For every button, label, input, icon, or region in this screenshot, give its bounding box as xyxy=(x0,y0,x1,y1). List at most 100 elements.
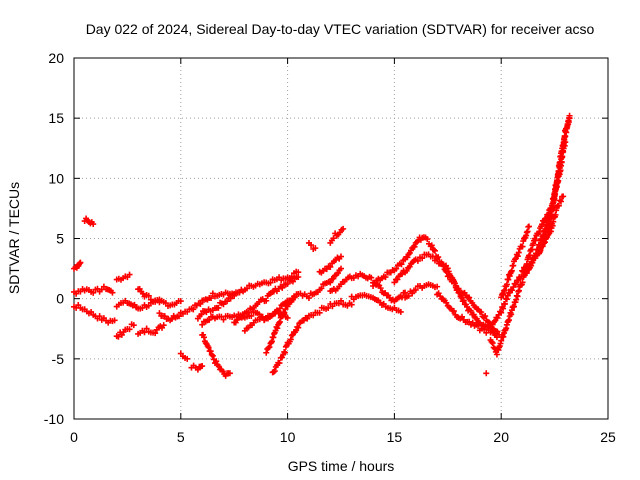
series-track-ab xyxy=(434,290,494,336)
data-point xyxy=(289,278,296,285)
data-point xyxy=(276,318,283,325)
data-point xyxy=(274,325,281,332)
y-tick-label: 0 xyxy=(56,291,64,307)
series-track-k xyxy=(177,350,191,362)
data-point xyxy=(198,311,205,318)
data-point xyxy=(176,313,183,320)
data-point xyxy=(498,309,505,316)
data-point xyxy=(199,321,206,328)
data-point xyxy=(434,256,441,263)
data-point xyxy=(501,300,508,307)
data-point xyxy=(398,261,405,268)
data-point xyxy=(224,298,231,305)
data-point xyxy=(205,344,212,351)
series-track-m xyxy=(199,331,233,379)
data-point xyxy=(215,304,222,311)
data-point xyxy=(338,253,344,260)
data-point xyxy=(279,354,286,361)
data-point xyxy=(312,245,319,252)
data-point xyxy=(281,309,288,316)
data-point xyxy=(494,314,501,321)
data-point xyxy=(291,293,298,300)
data-point xyxy=(545,229,552,236)
x-tick-label: 20 xyxy=(493,429,509,445)
series-track-h xyxy=(135,285,163,306)
data-point xyxy=(394,276,401,283)
series-track-f xyxy=(113,296,184,312)
data-point xyxy=(556,197,563,204)
data-point xyxy=(470,311,477,318)
data-point xyxy=(109,289,116,296)
y-tick-label: 10 xyxy=(48,170,64,186)
data-point xyxy=(207,348,214,355)
series-track-l xyxy=(188,362,206,373)
data-point xyxy=(560,193,567,200)
data-point xyxy=(411,243,418,250)
data-point xyxy=(168,315,175,322)
data-point xyxy=(555,202,562,209)
data-point xyxy=(276,305,283,312)
data-point xyxy=(184,355,191,362)
x-axis-label: GPS time / hours xyxy=(288,458,395,474)
data-point xyxy=(330,275,337,282)
data-point xyxy=(263,349,270,356)
data-point xyxy=(90,221,97,228)
data-point xyxy=(536,228,543,235)
data-point xyxy=(271,368,278,375)
y-tick-label: -10 xyxy=(44,411,64,427)
data-point xyxy=(429,253,436,260)
data-point xyxy=(493,351,500,358)
series-track-a xyxy=(71,259,84,272)
data-point xyxy=(519,279,526,286)
series-track-af xyxy=(498,223,532,301)
data-point xyxy=(489,340,496,347)
series-track-aa xyxy=(402,281,441,301)
data-point xyxy=(514,253,521,260)
x-tick-label: 0 xyxy=(70,429,78,445)
data-point xyxy=(412,286,419,293)
data-point xyxy=(338,265,344,272)
data-point xyxy=(240,313,247,320)
data-point xyxy=(126,271,133,278)
data-point xyxy=(428,242,435,249)
series-track-w xyxy=(327,270,409,305)
data-point xyxy=(538,243,545,250)
data-point xyxy=(406,263,413,270)
data-point xyxy=(532,253,539,260)
data-point xyxy=(305,295,312,302)
data-point xyxy=(509,287,516,294)
data-point xyxy=(511,256,518,263)
data-point xyxy=(226,370,233,377)
data-point xyxy=(382,274,389,281)
data-point xyxy=(467,307,474,314)
data-point xyxy=(525,223,532,230)
data-point xyxy=(459,313,466,320)
data-point xyxy=(330,235,337,242)
series-track-p xyxy=(231,274,302,326)
data-point xyxy=(77,259,84,266)
x-tick-label: 5 xyxy=(177,429,185,445)
data-point xyxy=(295,324,302,331)
data-point xyxy=(288,332,295,339)
data-point xyxy=(427,243,434,250)
data-point xyxy=(130,322,137,329)
data-point xyxy=(478,309,485,316)
data-point xyxy=(558,158,565,165)
data-point xyxy=(475,322,482,329)
data-point xyxy=(279,284,286,291)
series-track-i xyxy=(135,322,167,337)
data-point xyxy=(325,304,332,311)
data-point xyxy=(152,330,159,337)
data-point xyxy=(404,254,411,261)
series-track-ac xyxy=(483,370,490,377)
data-point xyxy=(457,293,464,300)
data-point xyxy=(245,309,252,316)
data-point xyxy=(419,255,426,262)
data-point xyxy=(444,265,451,272)
data-points xyxy=(71,112,573,379)
data-point xyxy=(450,308,457,315)
data-point xyxy=(284,303,291,310)
data-point xyxy=(190,306,197,313)
series-track-r xyxy=(263,293,298,356)
data-point xyxy=(409,290,416,297)
